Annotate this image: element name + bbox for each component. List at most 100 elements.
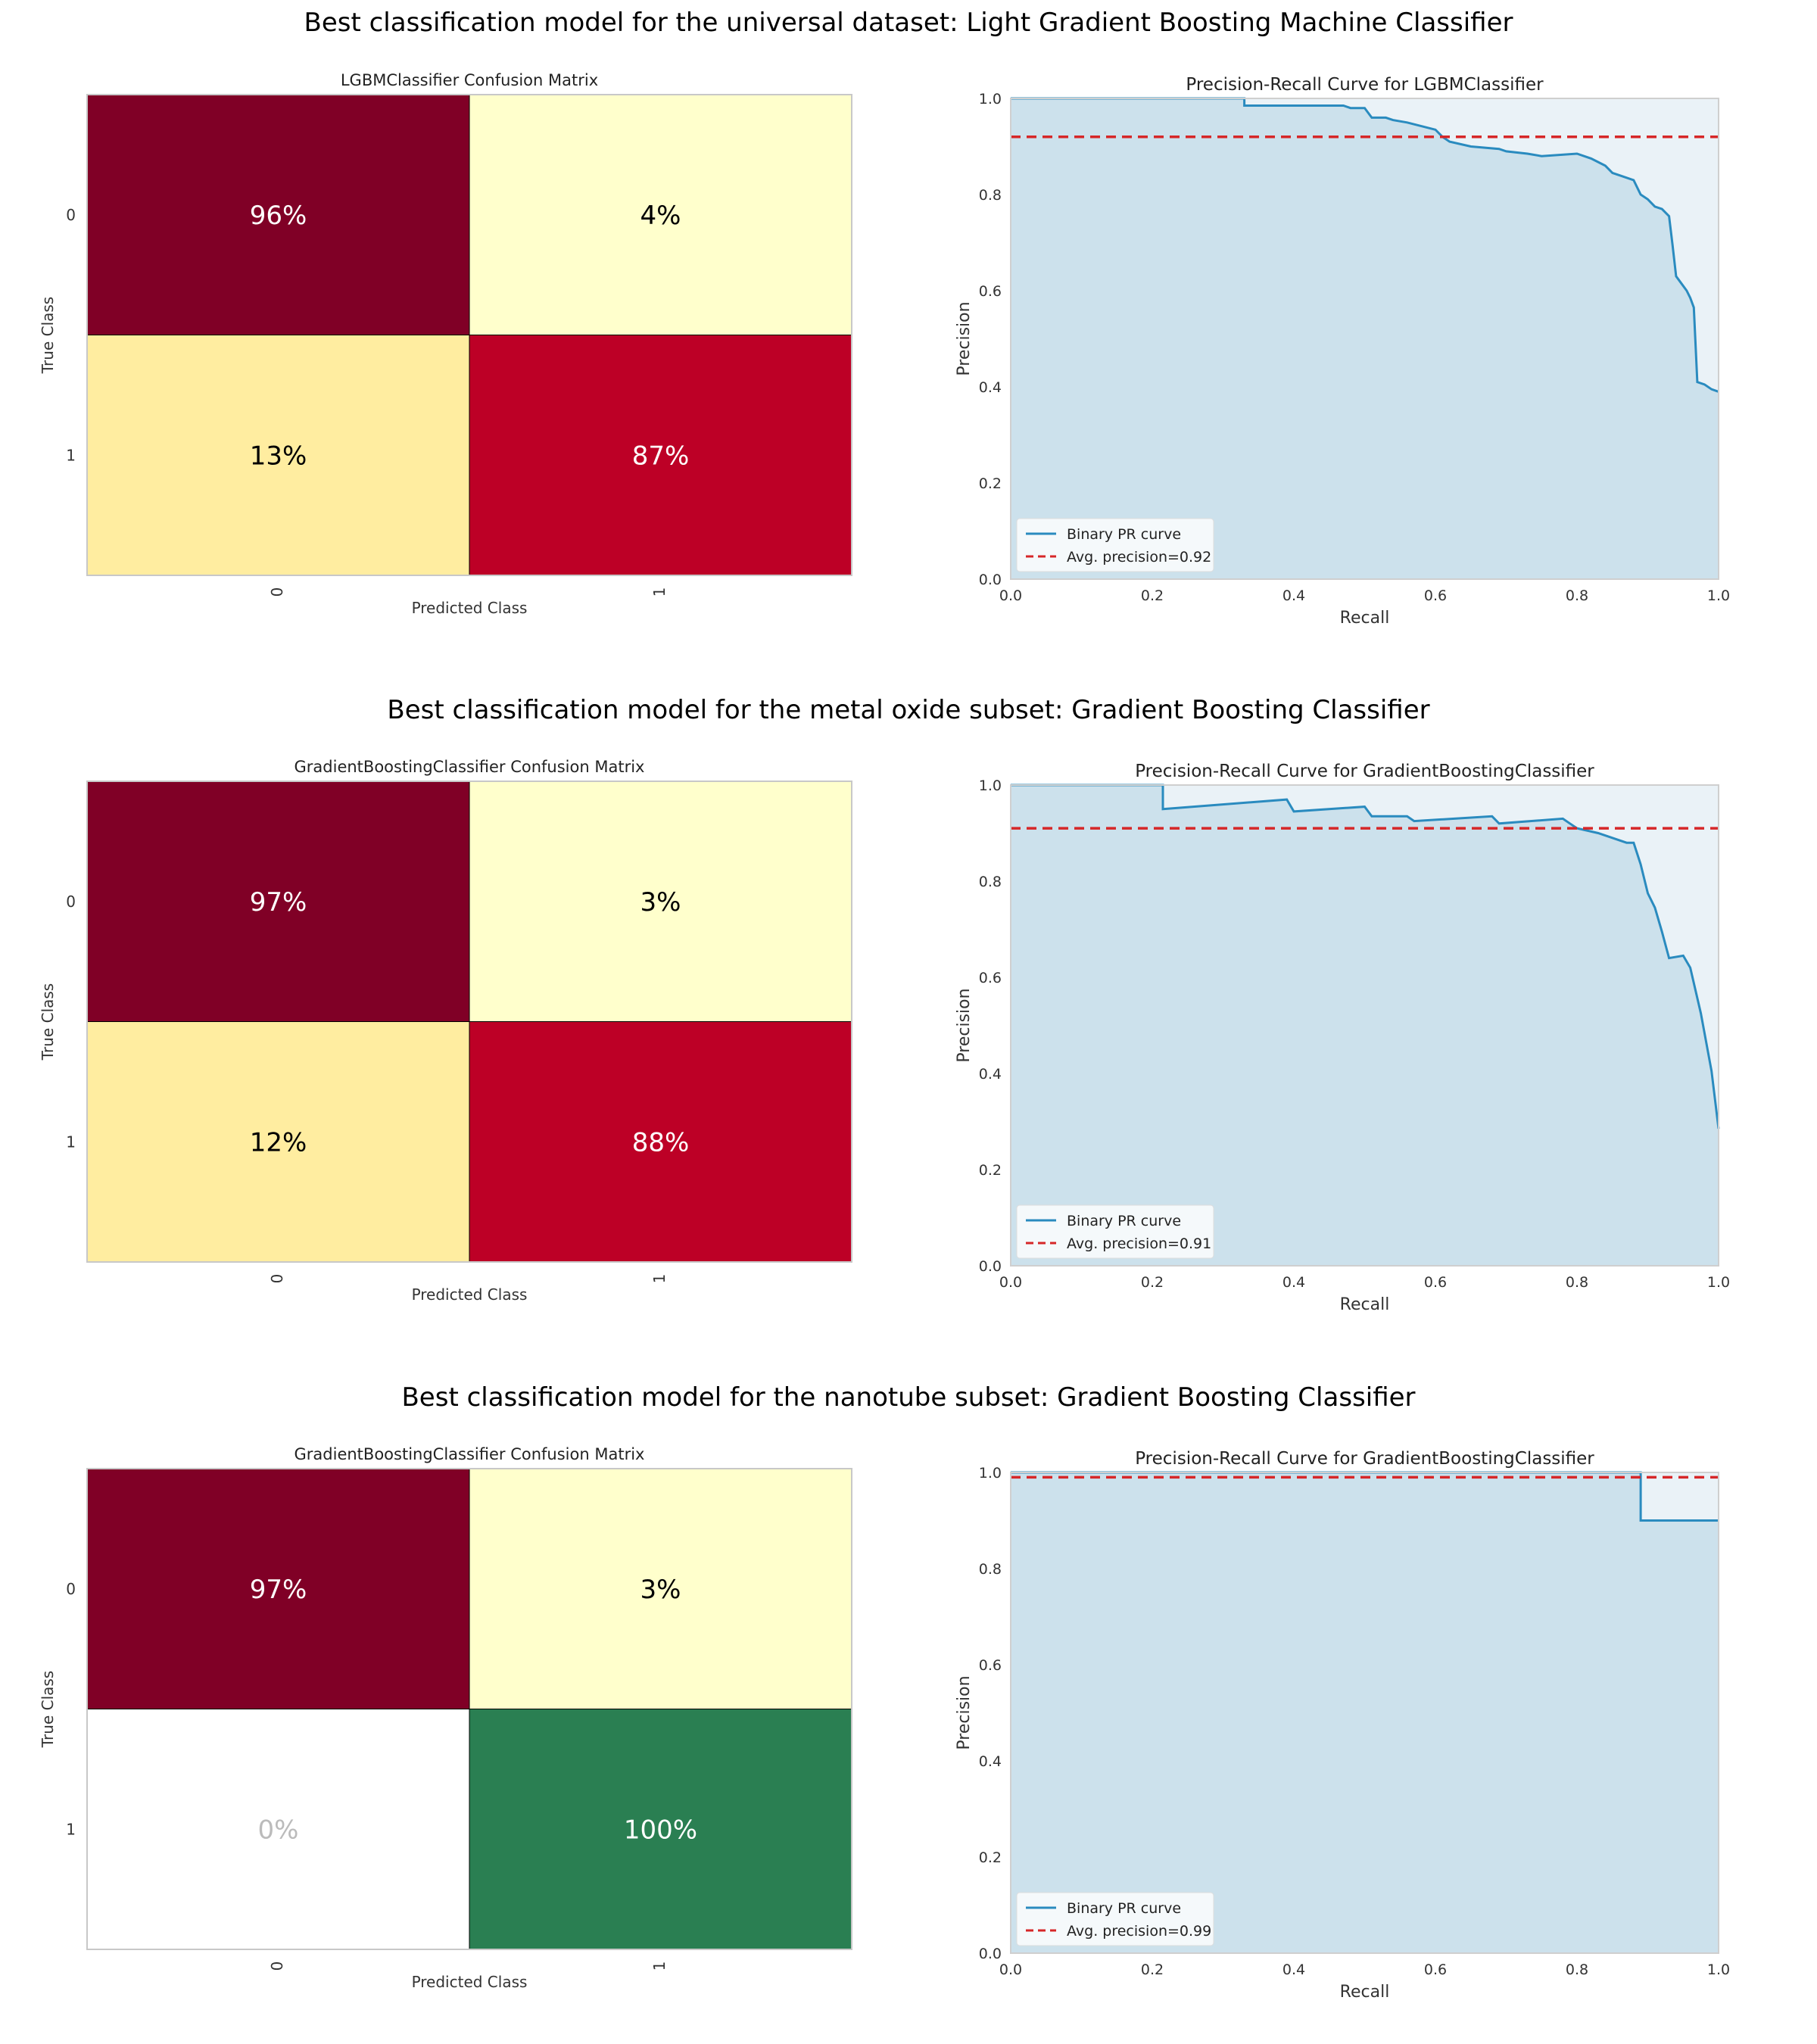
confusion-cell-label: 97% <box>250 1575 307 1605</box>
pr-ytick: 0.4 <box>979 379 1002 396</box>
pr-xtick: 1.0 <box>1707 587 1730 604</box>
pr-ytick: 1.0 <box>979 1465 1002 1482</box>
confusion-col-tick: 1 <box>650 587 669 597</box>
pr-title: Precision-Recall Curve for LGBMClassifie… <box>1186 75 1544 95</box>
pr-xtick: 0.4 <box>1282 1961 1305 1978</box>
pr-ytick: 0.0 <box>979 572 1002 588</box>
pr-frame <box>1010 98 1719 580</box>
pr-curve-metal-oxide: Precision-Recall Curve for GradientBoost… <box>955 762 1730 1314</box>
pr-ylabel: Precision <box>955 988 974 1062</box>
confusion-matrix-nanotube: GradientBoostingClassifier Confusion Mat… <box>39 1445 852 1991</box>
legend-avg-label: Avg. precision=0.99 <box>1067 1923 1211 1940</box>
confusion-cell-0-0 <box>86 781 470 1022</box>
pr-xtick: 1.0 <box>1707 1961 1730 1978</box>
pr-ytick: 1.0 <box>979 777 1002 794</box>
confusion-cell-0-1 <box>469 94 852 335</box>
confusion-cell-label: 97% <box>250 887 307 918</box>
pr-xlabel: Recall <box>1340 1983 1390 2002</box>
pr-ytick: 0.4 <box>979 1066 1002 1083</box>
confusion-cell-label: 13% <box>250 441 307 471</box>
pr-frame <box>1010 784 1719 1267</box>
pr-ytick: 0.2 <box>979 475 1002 492</box>
pr-frame <box>1010 1472 1719 1954</box>
confusion-cell-label: 3% <box>640 1575 681 1605</box>
legend-avg-label: Avg. precision=0.91 <box>1067 1235 1211 1252</box>
confusion-title: LGBMClassifier Confusion Matrix <box>341 71 598 89</box>
confusion-row-tick: 0 <box>66 893 76 911</box>
confusion-xlabel: Predicted Class <box>412 599 528 617</box>
pr-ytick: 0.0 <box>979 1946 1002 1962</box>
pr-legend-box <box>1016 1204 1214 1259</box>
confusion-row-tick: 0 <box>66 1580 76 1598</box>
confusion-col-tick: 1 <box>650 1274 669 1284</box>
confusion-ylabel: True Class <box>39 983 57 1061</box>
pr-ytick: 1.0 <box>979 91 1002 107</box>
confusion-ylabel: True Class <box>39 297 57 374</box>
pr-ytick: 0.6 <box>979 970 1002 986</box>
pr-title: Precision-Recall Curve for GradientBoost… <box>1135 762 1594 781</box>
pr-ytick: 0.6 <box>979 283 1002 300</box>
confusion-frame <box>86 94 852 576</box>
confusion-cell-1-0 <box>86 335 470 576</box>
pr-xtick: 0.0 <box>999 1961 1022 1978</box>
confusion-row-tick: 1 <box>66 1133 76 1151</box>
pr-xtick: 0.0 <box>999 1274 1022 1291</box>
legend-avg-label: Avg. precision=0.92 <box>1067 549 1211 566</box>
confusion-cell-label: 0% <box>258 1815 299 1845</box>
pr-xtick: 0.8 <box>1566 587 1588 604</box>
confusion-cell-0-0 <box>86 1468 470 1709</box>
confusion-col-tick: 0 <box>268 1961 286 1971</box>
confusion-cell-label: 4% <box>640 201 681 231</box>
pr-ytick: 0.4 <box>979 1753 1002 1770</box>
figure-title-3: Best classification model for the nanotu… <box>401 1382 1416 1413</box>
confusion-frame <box>86 1468 852 1950</box>
confusion-cell-0-1 <box>469 781 852 1022</box>
pr-ylabel: Precision <box>955 301 974 375</box>
confusion-cell-label: 96% <box>250 201 307 231</box>
pr-ytick: 0.8 <box>979 874 1002 890</box>
pr-area-fill <box>1011 1472 1719 1953</box>
figure-title-1: Best classification model for the univer… <box>304 8 1513 38</box>
pr-area-fill <box>1011 98 1719 579</box>
pr-xtick: 0.6 <box>1424 1274 1447 1291</box>
pr-legend-box <box>1016 518 1214 572</box>
legend-curve-label: Binary PR curve <box>1067 1900 1181 1917</box>
pr-xtick: 0.2 <box>1141 1961 1164 1978</box>
confusion-col-tick: 0 <box>268 1274 286 1284</box>
pr-ytick: 0.8 <box>979 187 1002 204</box>
pr-curve-nanotube: Precision-Recall Curve for GradientBoost… <box>955 1449 1730 2002</box>
confusion-cell-label: 3% <box>640 887 681 918</box>
pr-ylabel: Precision <box>955 1675 974 1750</box>
pr-curve-universal: Precision-Recall Curve for LGBMClassifie… <box>955 75 1730 628</box>
pr-xlabel: Recall <box>1340 609 1390 628</box>
figure-title-2: Best classification model for the metal … <box>387 695 1430 725</box>
confusion-cell-label: 88% <box>632 1127 690 1158</box>
pr-xtick: 1.0 <box>1707 1274 1730 1291</box>
pr-ytick: 0.2 <box>979 1849 1002 1866</box>
confusion-title: GradientBoostingClassifier Confusion Mat… <box>295 1445 645 1463</box>
confusion-cell-0-0 <box>86 94 470 335</box>
confusion-xlabel: Predicted Class <box>412 1285 528 1304</box>
confusion-cell-1-1 <box>469 1709 852 1950</box>
pr-ytick: 0.6 <box>979 1657 1002 1674</box>
pr-xtick: 0.2 <box>1141 1274 1164 1291</box>
pr-curve-line <box>1011 97 1719 393</box>
pr-xtick: 0.2 <box>1141 587 1164 604</box>
pr-ytick: 0.2 <box>979 1162 1002 1179</box>
pr-title: Precision-Recall Curve for GradientBoost… <box>1135 1449 1594 1469</box>
confusion-col-tick: 0 <box>268 587 286 597</box>
pr-xtick: 0.4 <box>1282 587 1305 604</box>
pr-ytick: 0.0 <box>979 1258 1002 1275</box>
confusion-cell-1-0 <box>86 1021 470 1263</box>
pr-xtick: 0.4 <box>1282 1274 1305 1291</box>
confusion-row-tick: 1 <box>66 446 76 464</box>
confusion-ylabel: True Class <box>39 1671 57 1748</box>
pr-area-fill <box>1011 785 1719 1266</box>
confusion-title: GradientBoostingClassifier Confusion Mat… <box>295 758 645 776</box>
confusion-col-tick: 1 <box>650 1961 669 1971</box>
confusion-matrix-universal: LGBMClassifier Confusion Matrix 96% 4% 13% 8… <box>39 71 852 617</box>
confusion-matrix-metal-oxide: GradientBoostingClassifier Confusion Mat… <box>39 758 852 1304</box>
pr-legend-box <box>1016 1892 1214 1946</box>
confusion-xlabel: Predicted Class <box>412 1973 528 1991</box>
confusion-frame <box>86 781 852 1263</box>
